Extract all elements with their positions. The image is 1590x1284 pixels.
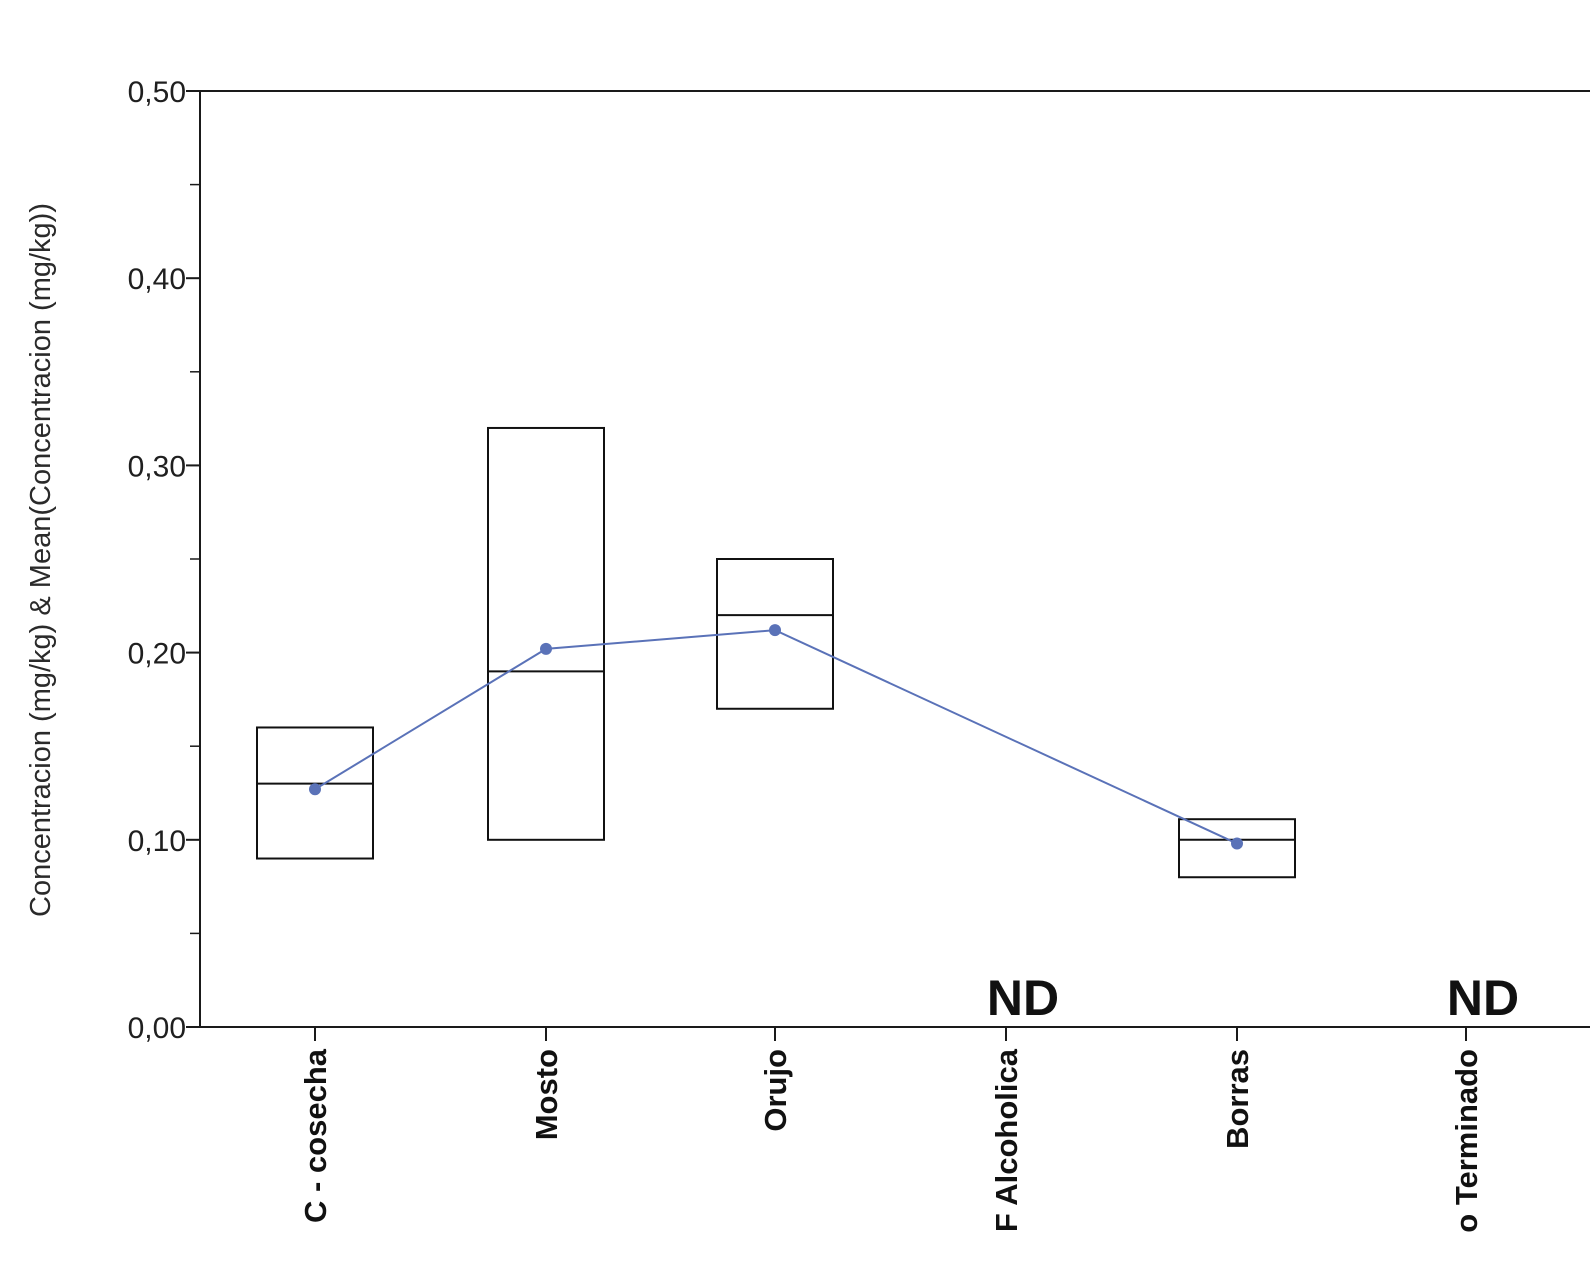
y-tick-label: 0,30 [128, 450, 186, 483]
mean-line [314, 629, 1238, 845]
x-category-label: Orujo [758, 1049, 793, 1132]
mean-point [540, 642, 552, 655]
y-tick-label: 0,40 [128, 263, 186, 296]
boxes-group [256, 426, 1296, 879]
box-0 [256, 726, 374, 860]
mean-point [1231, 837, 1243, 850]
x-category-label: F Alcoholica [989, 1048, 1024, 1232]
mean-point [309, 783, 321, 796]
box-4 [1178, 818, 1296, 879]
nd-annotation: ND [987, 970, 1059, 1026]
y-tick-label: 0,10 [128, 825, 186, 858]
x-category-label: Borras [1220, 1049, 1255, 1149]
x-category-label: o Terminado [1449, 1049, 1484, 1233]
x-category-label: C - cosecha [298, 1048, 333, 1223]
y-tick-label: 0,00 [128, 1012, 186, 1045]
axes-group: 0,00 0,10 0,20 0,30 0,40 0,50 [128, 76, 1590, 1045]
mean-point [769, 624, 781, 637]
nd-annotation: ND [1447, 970, 1519, 1026]
x-category-label: Mosto [529, 1049, 564, 1140]
y-axis-title: Concentracion (mg/kg) & Mean(Concentraci… [25, 203, 57, 917]
box-1 [487, 426, 605, 841]
labels-group: C - cosecha Mosto Orujo F Alcoholica Borras o… [298, 970, 1519, 1233]
mean-series-group [309, 624, 1243, 850]
y-tick-label: 0,20 [128, 638, 186, 671]
y-tick-label: 0,50 [128, 76, 186, 109]
